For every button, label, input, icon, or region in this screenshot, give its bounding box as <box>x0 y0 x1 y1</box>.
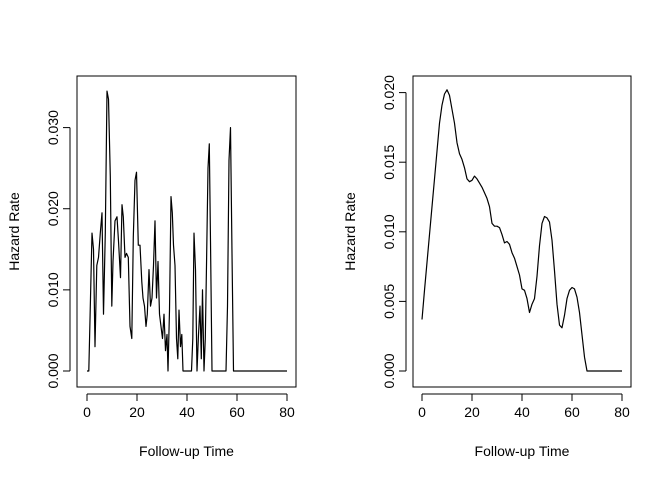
y-tick-label: 0.010 <box>45 272 61 307</box>
plot-frame <box>412 75 632 388</box>
y-tick-label: 0.000 <box>381 353 397 388</box>
y-tick-label: 0.005 <box>381 284 397 319</box>
x-tick-label: 0 <box>418 404 426 420</box>
y-axis-title: Hazard Rate <box>342 192 358 271</box>
y-tick-label: 0.000 <box>45 353 61 388</box>
x-tick-label: 60 <box>564 404 580 420</box>
x-tick-label: 80 <box>279 404 295 420</box>
x-tick-label: 60 <box>229 404 245 420</box>
plot-frame <box>76 75 297 388</box>
y-tick-label: 0.020 <box>45 191 61 226</box>
x-tick-label: 80 <box>614 404 630 420</box>
x-axis-title: Follow-up Time <box>475 443 570 459</box>
x-tick-label: 40 <box>514 404 530 420</box>
y-tick-label: 0.030 <box>45 110 61 145</box>
left-hazard-plot: 0 20 40 60 80 0.000 0.010 0.020 0.030 Follow-up T… <box>6 75 297 459</box>
x-tick-label: 20 <box>129 404 145 420</box>
y-tick-label: 0.015 <box>381 144 397 179</box>
hazard-rate-line <box>87 90 287 372</box>
y-tick-label: 0.020 <box>381 75 397 110</box>
hazard-rate-line <box>421 89 622 372</box>
x-tick-label: 40 <box>179 404 195 420</box>
y-tick-label: 0.010 <box>381 214 397 249</box>
x-tick-label: 0 <box>83 404 91 420</box>
x-axis-title: Follow-up Time <box>139 443 234 459</box>
y-axis-title: Hazard Rate <box>6 192 22 271</box>
x-tick-label: 20 <box>464 404 480 420</box>
right-hazard-plot: 0 20 40 60 80 0.000 0.005 0.010 0.015 0.020 Follow… <box>342 75 632 459</box>
